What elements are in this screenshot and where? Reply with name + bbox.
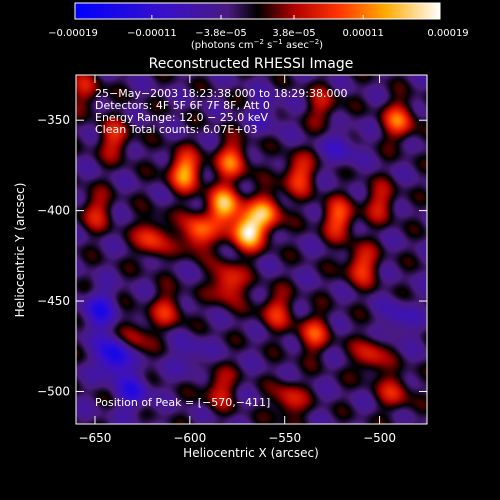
peak-annotation: Position of Peak = [−570,−411]: [95, 396, 271, 409]
chart-title: Reconstructed RHESSI Image: [149, 56, 354, 72]
colorbar-tick-label: −0.00019: [48, 28, 98, 39]
x-tick-label: −600: [173, 431, 206, 445]
annotation-line: 25−May−2003 18:23:38.000 to 18:29:38.000: [95, 87, 348, 100]
annotation-line: Clean Total counts: 6.07E+03: [95, 123, 258, 136]
colorbar-tick-label: 3.8e−05: [272, 28, 315, 39]
colorbar-tick-label: −3.8e−05: [195, 28, 247, 39]
x-tick-labels: −650 −600 −550 −500: [78, 431, 396, 445]
y-tick-label: −450: [37, 294, 70, 308]
colorbar-tick-label: −0.00011: [127, 28, 177, 39]
plot-frame: [75, 74, 428, 425]
y-tick-label: −500: [37, 384, 70, 398]
annotation-line: Detectors: 4F 5F 6F 7F 8F, Att 0: [95, 99, 270, 112]
annotation-block: 25−May−2003 18:23:38.000 to 18:29:38.000…: [95, 88, 348, 136]
x-tick-label: −500: [363, 431, 396, 445]
x-tick-label: −650: [78, 431, 111, 445]
y-tick-labels: −500 −450 −400 −350: [37, 113, 70, 398]
colorbar-tick-label: 0.00011: [342, 28, 383, 39]
y-axis-label: Heliocentric Y (arcsec): [13, 183, 27, 318]
colorbar-tick-labels: −0.00019 −0.00011 −3.8e−05 3.8e−05 0.00011 0.…: [48, 28, 469, 39]
y-tick-label: −400: [37, 204, 70, 218]
colorbar: [74, 2, 441, 20]
heatmap-image: [76, 75, 427, 424]
y-tick-label: −350: [37, 113, 70, 127]
x-axis-label: Heliocentric X (arcsec): [183, 446, 319, 460]
x-tick-label: −550: [268, 431, 301, 445]
colorbar-tick-label: 0.00019: [427, 28, 468, 39]
colorbar-unit: (photons cm−2 s−1 asec−2): [191, 38, 323, 51]
annotation-line: Energy Range: 12.0 − 25.0 keV: [95, 111, 269, 124]
